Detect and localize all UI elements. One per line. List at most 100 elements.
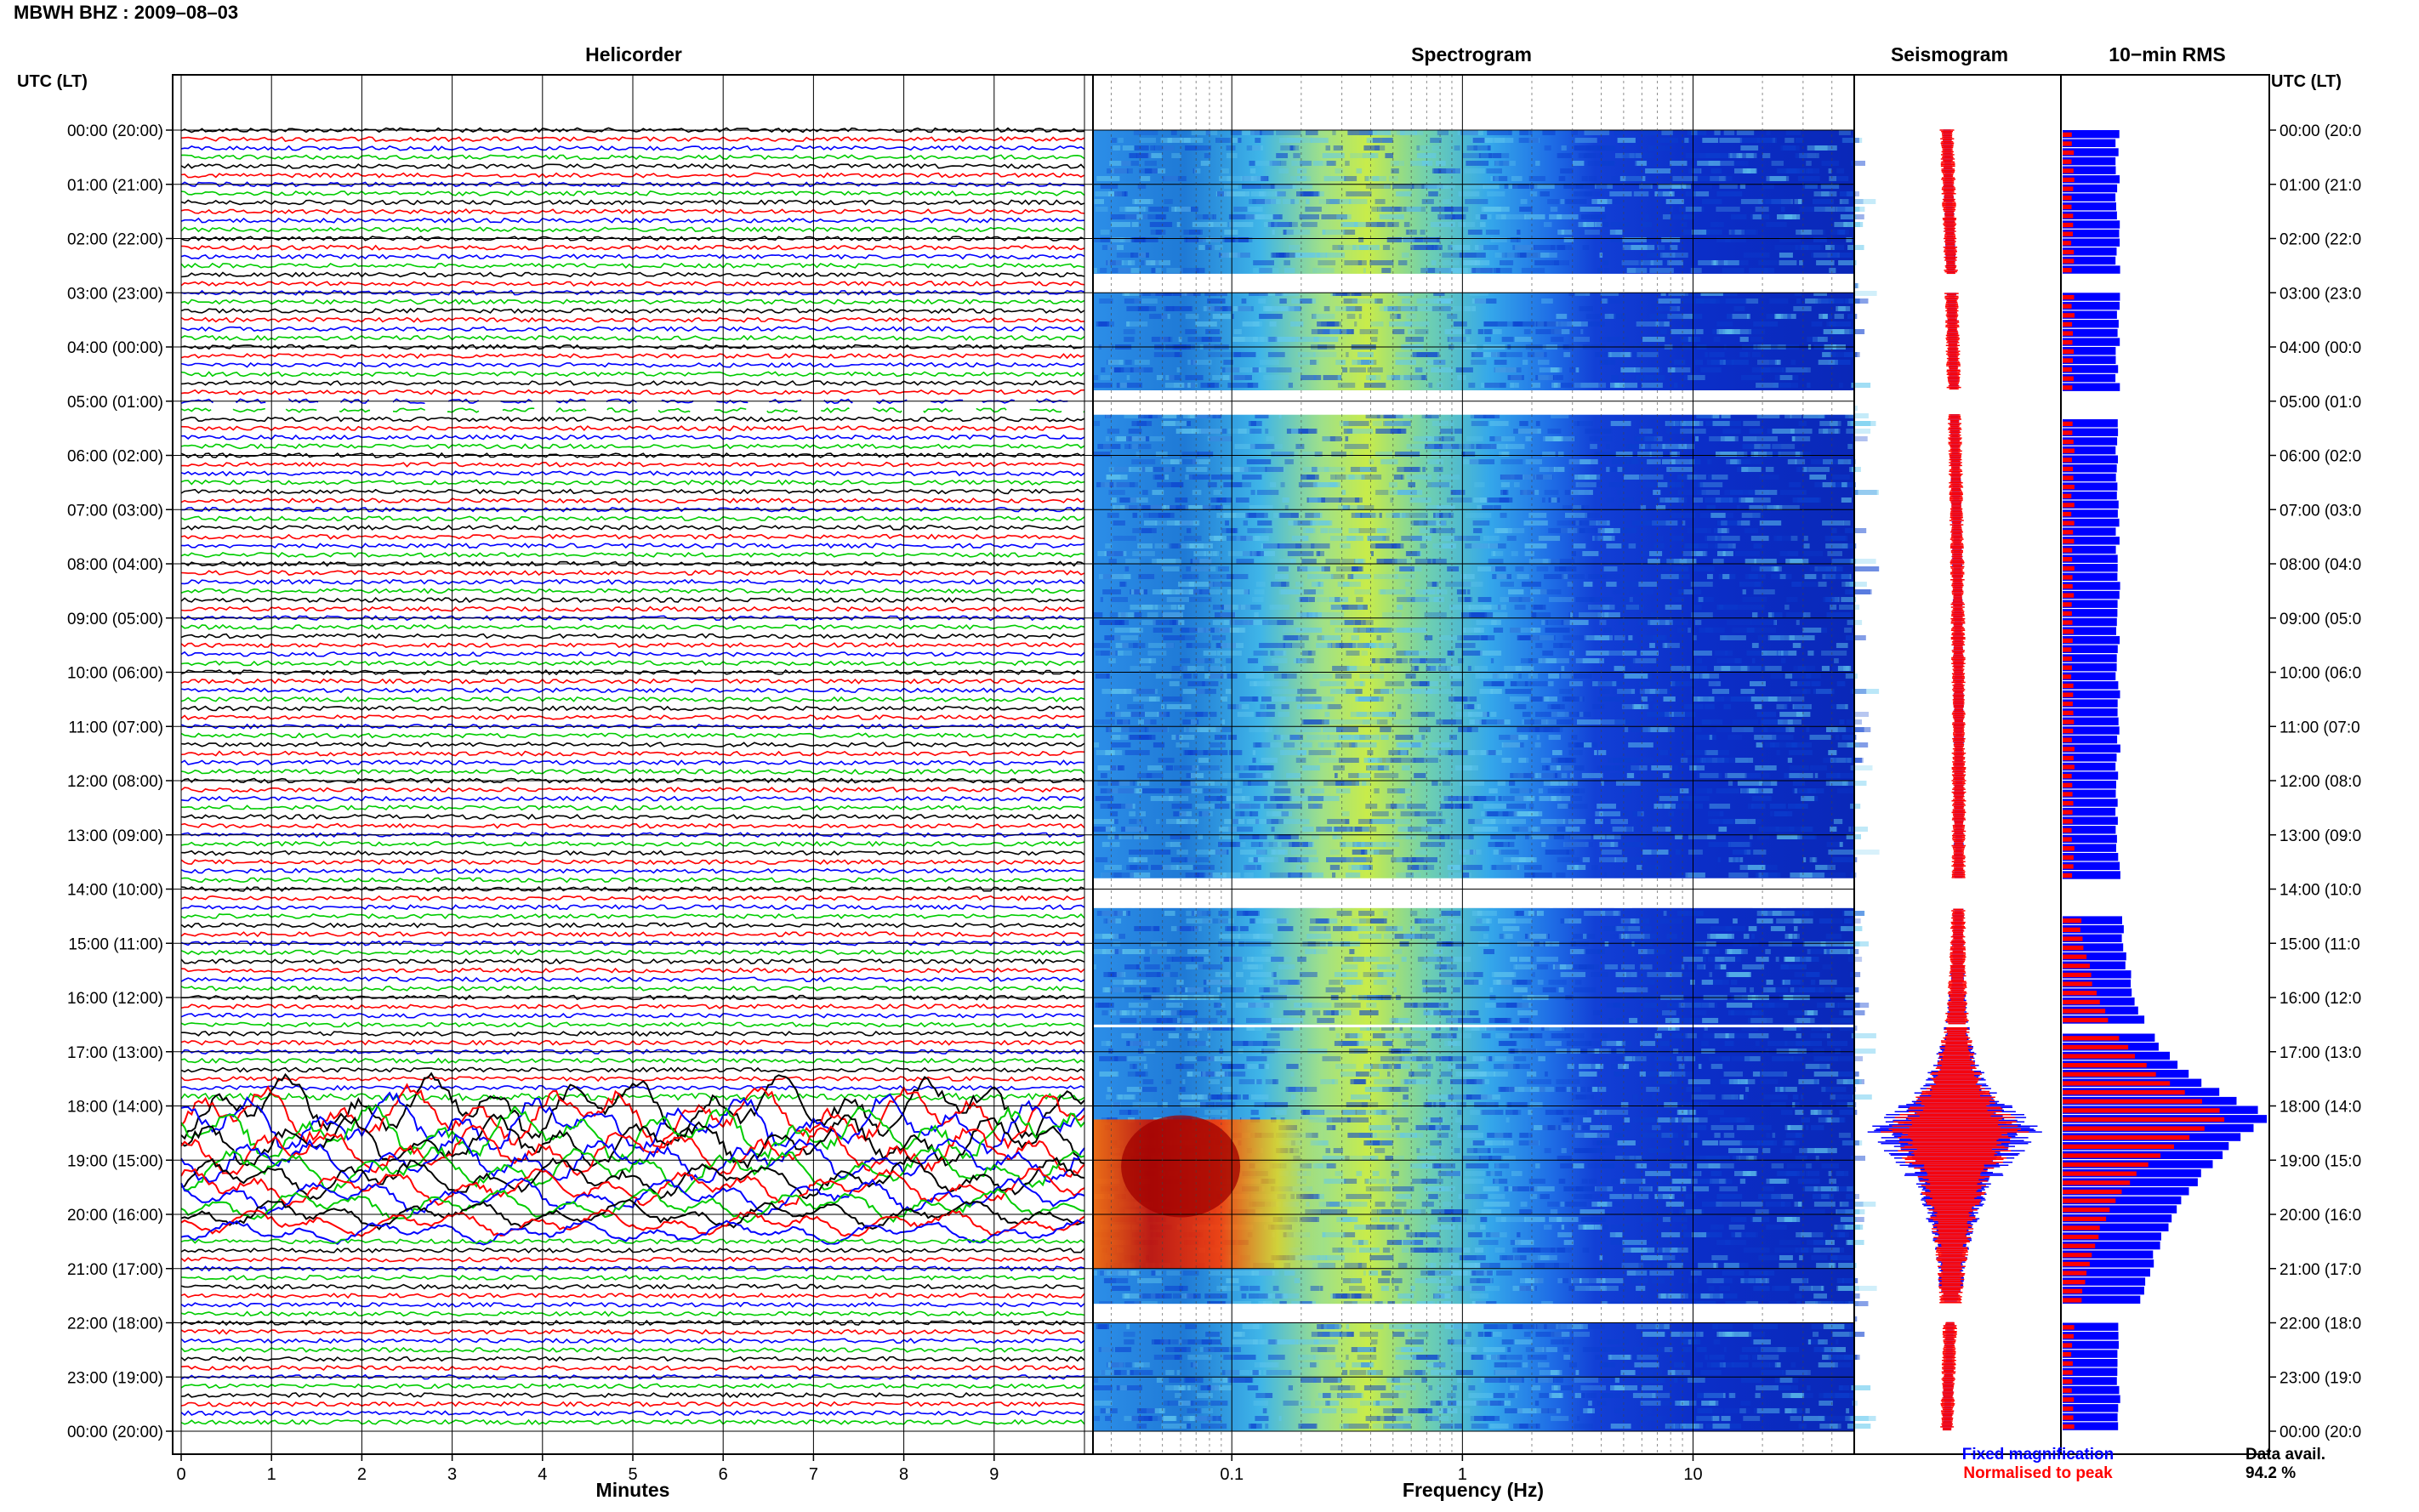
spectrogram-cell bbox=[1477, 597, 1492, 602]
spectrogram-cell bbox=[1392, 329, 1405, 334]
spectrogram-cell bbox=[1841, 597, 1857, 602]
spectrogram-cell bbox=[1750, 620, 1776, 625]
spectrogram-cell bbox=[1677, 911, 1704, 916]
spectrogram-cell bbox=[1195, 658, 1215, 663]
spectrogram-cell bbox=[1836, 643, 1848, 648]
spectrogram-cell bbox=[1125, 804, 1136, 809]
spectrogram-cell bbox=[1542, 436, 1562, 441]
spectrogram-cell bbox=[1258, 291, 1272, 296]
spectrogram-cell bbox=[1466, 972, 1483, 977]
spectrogram-cell bbox=[1724, 773, 1745, 778]
spectrogram-cell bbox=[1343, 941, 1361, 946]
spectrogram-cell bbox=[1699, 696, 1709, 702]
spectrogram-cell bbox=[1147, 765, 1163, 770]
spectrogram-cell bbox=[1708, 543, 1733, 549]
spectrogram-cell bbox=[1109, 972, 1124, 977]
spectrogram-cell bbox=[1331, 643, 1357, 648]
spectrogram-cell bbox=[1154, 475, 1164, 480]
spectrogram-cell bbox=[1530, 681, 1549, 686]
helicorder-y-tick-label: 20:00 (16:00) bbox=[67, 1207, 163, 1225]
spectrogram-cell bbox=[1680, 337, 1698, 342]
spectrogram-cell bbox=[1419, 727, 1431, 732]
spectrogram-cell bbox=[1350, 452, 1353, 457]
spectrogram-cell bbox=[1642, 337, 1665, 342]
spectrogram-cell bbox=[1164, 199, 1173, 204]
spectrogram-cell bbox=[1403, 628, 1409, 633]
spectrogram-cell bbox=[1603, 574, 1620, 579]
spectrogram-cell bbox=[1410, 161, 1429, 166]
spectrogram-cell bbox=[1784, 605, 1790, 610]
spectrogram-cell bbox=[1403, 222, 1410, 227]
spectrogram-cell bbox=[1446, 941, 1465, 946]
spectrogram-cell bbox=[1752, 1003, 1775, 1008]
spectrogram-cell bbox=[1206, 306, 1223, 311]
spectrogram-cell bbox=[1811, 253, 1828, 258]
spectrogram-cell bbox=[1229, 222, 1254, 227]
spectrogram-cell bbox=[1378, 589, 1386, 594]
spectrogram-cell bbox=[1416, 306, 1433, 311]
spectrogram-cell bbox=[1311, 543, 1330, 549]
spectrogram-cell bbox=[1286, 742, 1301, 747]
spectrogram-cell bbox=[1515, 337, 1533, 342]
spectrogram-cell bbox=[1295, 582, 1304, 587]
spectrogram-cell bbox=[1721, 666, 1748, 671]
spectrogram-cell bbox=[1647, 459, 1661, 464]
spectrogram-cell bbox=[1182, 689, 1205, 694]
spectrogram-cell bbox=[1110, 765, 1117, 770]
spectrogram-cell bbox=[1136, 153, 1152, 158]
spectrogram-cell bbox=[1278, 589, 1300, 594]
spectrogram-cell bbox=[1351, 635, 1359, 640]
spectrogram-cell bbox=[1376, 413, 1403, 418]
spectrogram-cell bbox=[1137, 781, 1150, 786]
spectrogram-cell bbox=[1249, 291, 1268, 296]
spectrogram-cell bbox=[1185, 987, 1204, 992]
spectrogram-cell bbox=[1743, 934, 1750, 939]
spectrogram-cell bbox=[1583, 934, 1587, 939]
spectrogram-cell bbox=[1616, 1018, 1623, 1023]
spectrogram-cell bbox=[1230, 130, 1242, 135]
spectrogram-cell bbox=[1112, 268, 1131, 273]
spectrogram-cell bbox=[1796, 1033, 1801, 1038]
spectrogram-cell bbox=[1290, 321, 1304, 327]
spectrogram-cell bbox=[1797, 176, 1820, 181]
spectrogram-cell bbox=[1375, 543, 1401, 549]
spectrogram-cell bbox=[1809, 735, 1831, 740]
spectrogram-cell bbox=[1762, 727, 1786, 732]
spectrogram-cell bbox=[1357, 352, 1374, 357]
spectrogram-cell bbox=[1417, 551, 1422, 556]
spectrogram-cell bbox=[1720, 291, 1738, 296]
spectrogram-cell bbox=[1279, 298, 1287, 304]
spectrogram-cell bbox=[1361, 850, 1368, 855]
spectrogram-cell bbox=[1657, 1026, 1680, 1031]
spectrogram-cell bbox=[1352, 850, 1365, 855]
spectrogram-cell bbox=[1536, 735, 1540, 740]
spectrogram-cell bbox=[1238, 834, 1260, 839]
spectrogram-cell bbox=[1253, 742, 1271, 747]
spectrogram-cell bbox=[1255, 199, 1276, 204]
spectrogram-cell bbox=[1488, 559, 1504, 564]
spectrogram-cell bbox=[1131, 421, 1153, 426]
spectrogram-cell bbox=[1561, 674, 1574, 679]
spectrogram-cell bbox=[1802, 628, 1822, 633]
spectrogram-cell bbox=[1177, 1018, 1181, 1023]
spectrogram-cell bbox=[1426, 360, 1446, 365]
spectrogram-cell bbox=[1844, 528, 1867, 533]
spectrogram-cell bbox=[1607, 298, 1625, 304]
helicorder-grid bbox=[173, 75, 1093, 1454]
spectrogram-cell bbox=[1818, 337, 1828, 342]
spectrogram-cell bbox=[1739, 605, 1765, 610]
spectrogram-cell bbox=[1537, 635, 1556, 640]
spectrogram-cell bbox=[1697, 696, 1714, 702]
spectrogram-cell bbox=[1105, 260, 1124, 265]
spectrogram-cell bbox=[1677, 796, 1692, 801]
spectrogram-cell bbox=[1809, 475, 1826, 480]
spectrogram-cell bbox=[1393, 987, 1397, 992]
spectrogram-cell bbox=[1790, 674, 1812, 679]
spectrogram-cell bbox=[1203, 306, 1215, 311]
spectrogram-cell bbox=[1742, 964, 1765, 969]
spectrogram-cell bbox=[1638, 582, 1657, 587]
spectrogram-cell bbox=[1600, 145, 1617, 151]
spectrogram-cell bbox=[1849, 559, 1876, 564]
spectrogram-cell bbox=[1376, 528, 1391, 533]
spectrogram-cell bbox=[1161, 566, 1180, 571]
